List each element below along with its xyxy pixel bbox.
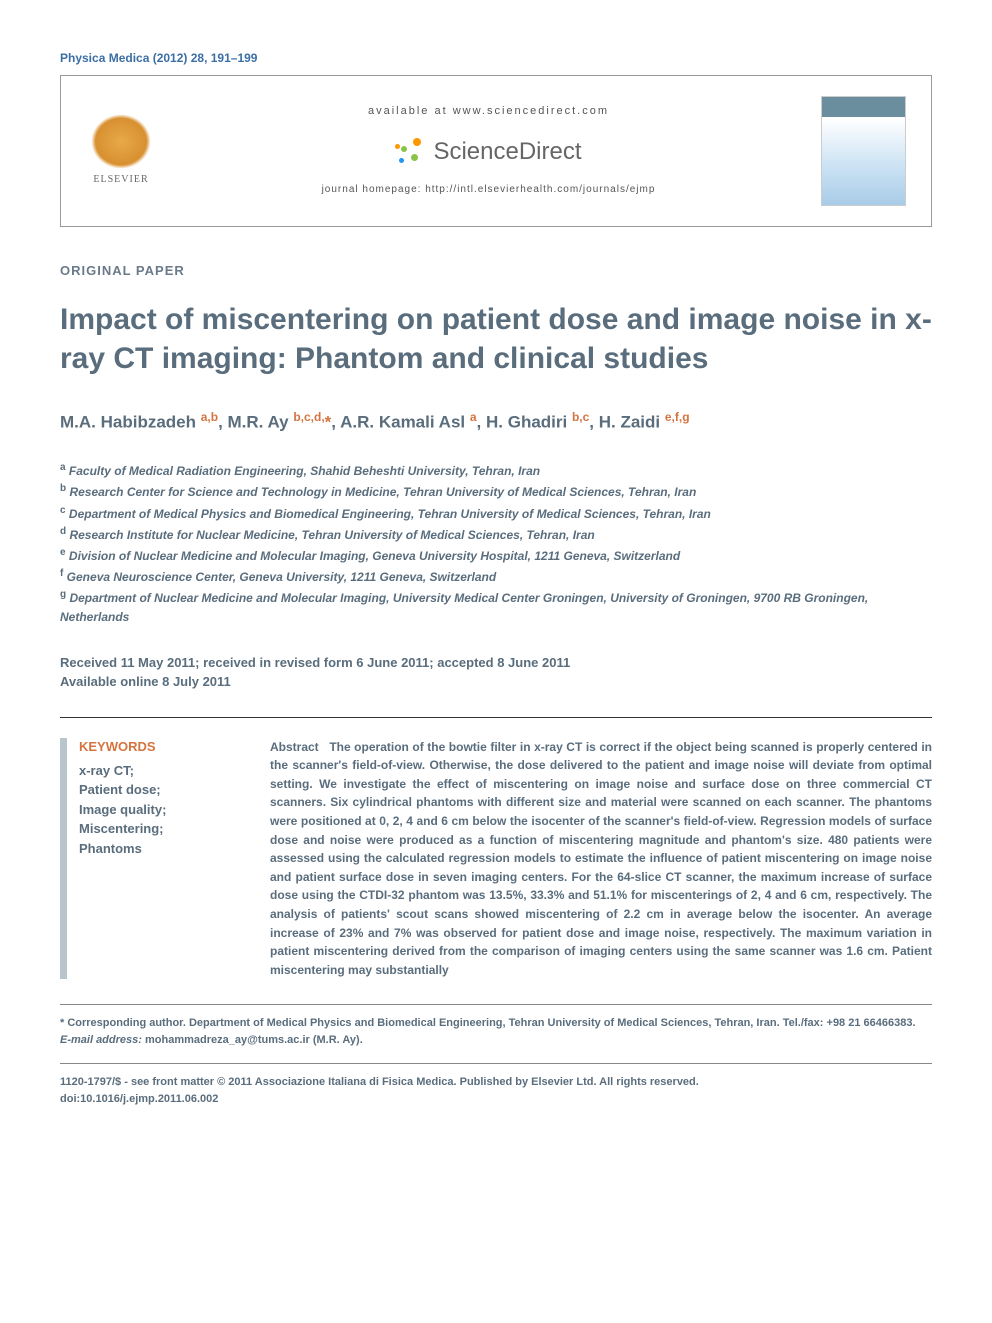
doi-line: doi:10.1016/j.ejmp.2011.06.002 [60,1091,932,1108]
article-history: Received 11 May 2011; received in revise… [60,653,932,692]
sciencedirect-icon [395,136,425,166]
affiliation-line: b Research Center for Science and Techno… [60,481,932,502]
keywords-title: KEYWORDS [79,738,240,756]
corresponding-email: E-mail address: mohammadreza_ay@tums.ac.… [60,1032,932,1049]
article-type: ORIGINAL PAPER [60,262,932,280]
keyword-item: Image quality; [79,800,240,820]
corresponding-line: * Corresponding author. Department of Me… [60,1015,932,1032]
keywords-box: KEYWORDS x-ray CT;Patient dose;Image qua… [60,738,240,980]
history-received: Received 11 May 2011; received in revise… [60,653,932,673]
elsevier-label: ELSEVIER [93,173,148,187]
keyword-item: x-ray CT; [79,761,240,781]
authors-list: M.A. Habibzadeh a,b, M.R. Ay b,c,d,*, A.… [60,408,932,435]
abstract-section: KEYWORDS x-ray CT;Patient dose;Image qua… [60,738,932,980]
affiliation-line: c Department of Medical Physics and Biom… [60,503,932,524]
cover-header [822,97,905,117]
affiliations-list: a Faculty of Medical Radiation Engineeri… [60,460,932,628]
abstract-text: Abstract The operation of the bowtie fil… [270,738,932,980]
article-title: Impact of miscentering on patient dose a… [60,300,932,378]
abstract-body: The operation of the bowtie filter in x-… [270,740,932,977]
copyright-line: 1120-1797/$ - see front matter © 2011 As… [60,1074,932,1091]
keyword-item: Miscentering; [79,819,240,839]
elsevier-logo: ELSEVIER [86,111,156,191]
sciencedirect-text: ScienceDirect [433,135,581,169]
sciencedirect-logo: ScienceDirect [176,135,801,169]
affiliation-line: d Research Institute for Nuclear Medicin… [60,524,932,545]
header-center: available at www.sciencedirect.com Scien… [176,104,801,197]
journal-cover-thumbnail [821,96,906,206]
elsevier-tree-icon [91,114,151,169]
header-box: ELSEVIER available at www.sciencedirect.… [60,75,932,227]
divider-thin-2 [60,1063,932,1064]
affiliation-line: f Geneva Neuroscience Center, Geneva Uni… [60,566,932,587]
footer-info: 1120-1797/$ - see front matter © 2011 As… [60,1074,932,1107]
available-text: available at www.sciencedirect.com [176,104,801,119]
history-online: Available online 8 July 2011 [60,672,932,692]
abstract-label: Abstract [270,740,319,754]
affiliation-line: a Faculty of Medical Radiation Engineeri… [60,460,932,481]
affiliation-line: e Division of Nuclear Medicine and Molec… [60,545,932,566]
affiliation-line: g Department of Nuclear Medicine and Mol… [60,587,932,627]
divider-thin [60,1004,932,1005]
keyword-item: Patient dose; [79,780,240,800]
journal-reference: Physica Medica (2012) 28, 191–199 [60,50,932,67]
divider-line [60,717,932,718]
keyword-item: Phantoms [79,839,240,859]
corresponding-author: * Corresponding author. Department of Me… [60,1015,932,1048]
journal-homepage: journal homepage: http://intl.elsevierhe… [176,183,801,197]
